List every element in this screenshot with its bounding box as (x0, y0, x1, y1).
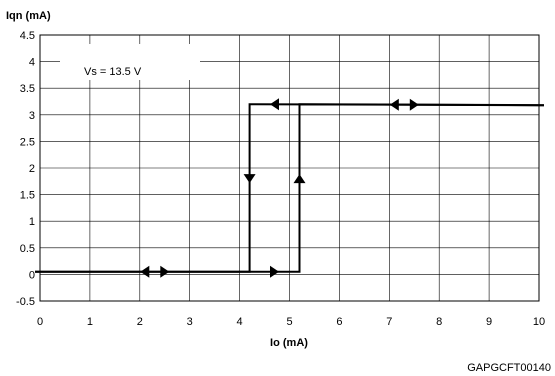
x-tick-label: 5 (286, 316, 292, 328)
y-tick-label: 3.5 (20, 83, 35, 95)
y-tick-labels: -0.5 0 0.5 1 1.5 2 2.5 3 3.5 4 4.5 (16, 30, 35, 308)
y-axis-title: Iqn (mA) (6, 10, 51, 22)
direction-arrow-up (293, 174, 306, 184)
x-tick-label: 3 (187, 316, 193, 328)
annotation-text: Vs = 13.5 V (84, 66, 142, 78)
y-tick-label: 4.5 (20, 30, 35, 42)
y-tick-label: 4 (29, 57, 35, 69)
x-tick-label: 2 (137, 316, 143, 328)
direction-arrow-down (243, 174, 256, 184)
direction-arrow-left (389, 98, 399, 111)
annotation-box: Vs = 13.5 V (60, 44, 200, 80)
y-tick-label: 2.5 (20, 136, 35, 148)
x-tick-labels: 0 1 2 3 4 5 6 7 8 9 10 (37, 316, 545, 328)
direction-arrow-right (270, 265, 279, 278)
x-tick-label: 7 (386, 316, 392, 328)
arrows-layer (140, 98, 419, 278)
x-tick-label: 10 (533, 316, 545, 328)
figure-reference-code: GAPGCFT00140 (467, 362, 551, 374)
x-tick-label: 1 (87, 316, 93, 328)
x-tick-label: 8 (436, 316, 442, 328)
x-tick-label: 0 (37, 316, 43, 328)
x-tick-label: 9 (486, 316, 492, 328)
y-tick-label: -0.5 (16, 296, 35, 308)
y-tick-label: 1.5 (20, 190, 35, 202)
y-tick-label: 1 (29, 216, 35, 228)
direction-arrow-left (140, 265, 150, 278)
y-tick-label: 0.5 (20, 243, 35, 255)
annotation-background (60, 44, 200, 80)
x-tick-label: 6 (336, 316, 342, 328)
plot-frame (39, 34, 540, 302)
direction-arrow-left (270, 98, 279, 111)
x-tick-label: 4 (237, 316, 243, 328)
direction-arrow-right (160, 265, 170, 278)
y-tick-label: 3 (29, 110, 35, 122)
y-tick-label: 0 (29, 269, 35, 281)
y-tick-label: 2 (29, 163, 35, 175)
x-axis-title: Io (mA) (270, 337, 308, 349)
direction-arrow-right (409, 98, 419, 111)
